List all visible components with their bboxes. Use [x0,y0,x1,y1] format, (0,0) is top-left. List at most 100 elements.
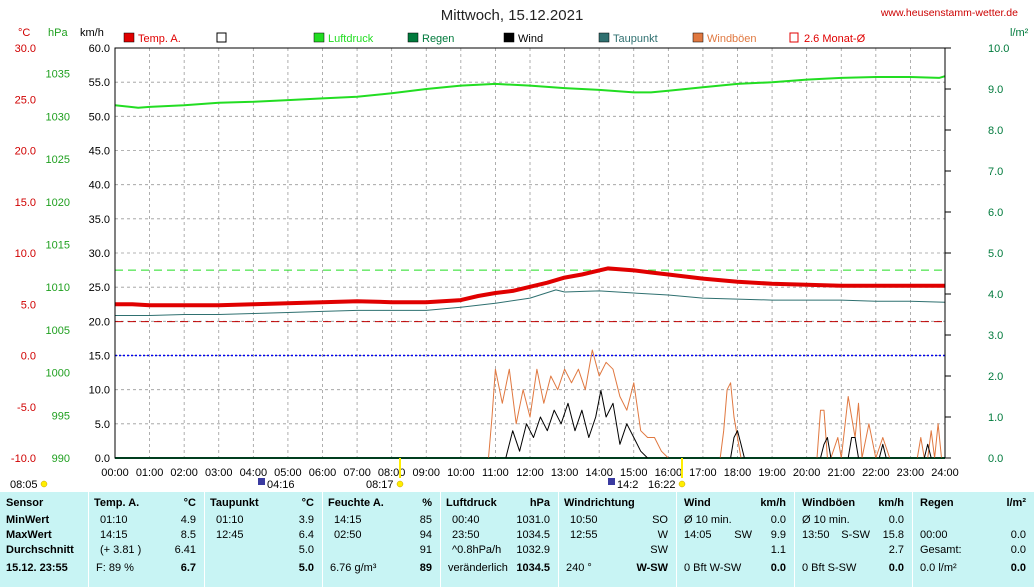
pressure-tick-label: 1025 [46,154,70,166]
time-tick-label: 16:00 [655,467,683,479]
axis-labels: 30.0 25.0 20.0 15.0 10.0 5.0 0.0 -5.0 -10.0 1035 1… [11,43,1010,479]
legend: Temp. A. Luftdruck Regen Wind Taupunkt Windbö… [123,32,866,45]
time-tick-label: 21:00 [827,467,855,479]
time-tick-label: 04:00 [240,467,268,479]
legend-label: Windböen [707,33,757,45]
temp-tick-label: 15.0 [15,197,36,209]
max-time-label: 14:2 [617,479,638,490]
stats-current-label-wind: 0 Bft W-SW [684,562,742,574]
stats-current-gust: 0.0 [888,562,904,574]
wind-tick-label: 15.0 [89,351,110,363]
weather-chart: Mittwoch, 15.12.2021 www.heusenstamm-wet… [10,7,1029,490]
rain-tick-label: 1.0 [988,412,1003,424]
stats-direction-wind: SW [734,529,752,541]
wind-tick-label: 30.0 [89,248,110,260]
stats-unit-dew: °C [301,497,314,509]
time-tick-label: 09:00 [412,467,440,479]
grid [115,48,945,458]
stats-unit-temp: °C [183,497,196,509]
wind-tick-label: 5.0 [95,419,110,431]
stats-time-wind: Ø 10 min. [684,514,732,526]
stats-value-dew: 5.0 [298,544,314,556]
time-tick-label: 22:00 [862,467,890,479]
stats-header-wind: Wind [684,497,711,509]
plot-frame [114,47,946,459]
legend-label: Temp. A. [138,33,181,45]
stats-column [322,492,441,587]
wind-tick-label: 45.0 [89,146,110,158]
wind-tick-label: 25.0 [89,282,110,294]
stats-time-dew: 12:45 [216,529,244,541]
stats-value-pressure: 1034.5 [516,529,550,541]
time-tick-label: 05:00 [274,467,302,479]
stats-current-label-pressure: veränderlich [448,562,508,574]
stats-value-gust: 0.0 [888,514,904,526]
stats-column [440,492,559,587]
stats-value-dew: 3.9 [298,514,314,526]
time-tick-label: 12:00 [516,467,544,479]
stats-current-dew: 5.0 [298,562,314,574]
rain-tick-label: 0.0 [988,453,1003,465]
rain-tick-label: 5.0 [988,248,1003,260]
temp-tick-label: 20.0 [15,146,36,158]
temp-tick-label: 10.0 [15,248,36,260]
time-markers: 08:05 04:16 08:17 14:2 16:22 [10,458,686,490]
stats-header-temp: Temp. A. [94,497,140,509]
time-tick-label: 02:00 [170,467,198,479]
pressure-tick-label: 990 [52,453,70,465]
stats-value-rain: 0.0 [1010,529,1026,541]
series-line-temp-a- [115,266,945,308]
stats-column [0,492,89,587]
legend-swatch [598,32,610,43]
series-line-luftdruck [114,75,946,109]
stats-current-label-humidity: 6.76 g/m³ [330,562,377,574]
pressure-tick-label: 1000 [46,368,70,380]
stats-row-label: MinWert [6,514,50,526]
pressure-tick-label: 995 [52,410,70,422]
sunset-icon [678,480,686,488]
chart-title: Mittwoch, 15.12.2021 [441,7,584,24]
sunset-time-label: 16:22 [648,479,676,490]
stats-header-pressure: Luftdruck [446,497,497,509]
wind-tick-label: 55.0 [89,77,110,89]
sunrise-icon [40,480,48,488]
stats-value-wind-direction: SO [652,514,668,526]
stats-time-wind-direction: 12:55 [570,529,598,541]
stats-current-pressure: 1034.5 [516,562,550,574]
time-tick-label: 13:00 [551,467,579,479]
stats-unit-rain: l/m² [1006,497,1026,509]
website-link[interactable]: www.heusenstamm-wetter.de [880,7,1018,19]
temp-tick-label: 5.0 [21,299,36,311]
legend-label: Wind [518,33,543,45]
temp-tick-label: 0.0 [21,351,36,363]
stats-value-wind: 0.0 [770,514,786,526]
stats-current-label-gust: 0 Bft S-SW [802,562,857,574]
time-tick-label: 14:00 [585,467,613,479]
time-tick-label: 07:00 [343,467,371,479]
stats-current-wind-direction: W-SW [636,562,668,574]
stats-time-temp: (+ 3.81 ) [100,544,142,556]
stats-value-wind: 9.9 [770,529,786,541]
stats-time-humidity: 02:50 [334,529,362,541]
time-tick-label: 24:00 [931,467,959,479]
temp-tick-label: 25.0 [15,94,36,106]
stats-column [204,492,323,587]
stats-current-label-wind-direction: 240 ° [566,562,592,574]
time-tick-label: 15:00 [620,467,648,479]
wind-tick-label: 20.0 [89,316,110,328]
stats-current-humidity: 89 [419,562,432,574]
stats-current-label-temp: F: 89 % [96,562,134,574]
legend-swatch [123,32,135,43]
wind-tick-label: 35.0 [89,214,110,226]
stats-header-wind-direction: Windrichtung [564,497,635,509]
time-tick-label: 19:00 [758,467,786,479]
pressure-unit-label: hPa [48,27,68,39]
stats-time-pressure: 23:50 [452,529,480,541]
sun-icon [396,480,404,488]
stats-value-wind-direction: SW [650,544,668,556]
statistics-table: Sensor MinWert MaxWert Durchschnitt 15.12. 2… [0,492,1034,587]
pressure-tick-label: 1010 [46,282,70,294]
stats-unit-humidity: % [422,497,432,509]
temp-unit-label: °C [18,27,30,39]
stats-row-label: MaxWert [6,529,52,541]
